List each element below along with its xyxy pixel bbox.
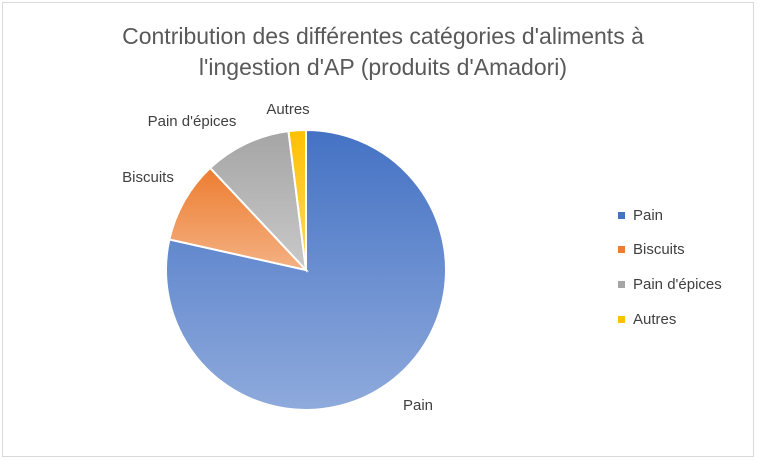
data-label-biscuits: Biscuits (122, 169, 174, 186)
legend-swatch-pain (618, 211, 625, 219)
data-label-pain-d-epices: Pain d'épices (148, 113, 237, 130)
legend-label-autres: Autres (633, 311, 677, 328)
legend-item-pain: Pain (618, 206, 663, 226)
legend-label-pain: Pain (633, 207, 664, 224)
data-label-pain: Pain (403, 397, 433, 414)
chart-title-line-1: Contribution des différentes catégories … (122, 23, 644, 49)
pie-slice-pain (165, 128, 447, 411)
legend-item-pain-d-epices: Pain d'épices (618, 275, 722, 295)
chart-title-line-2: l'ingestion d'AP (produits d'Amadori) (198, 54, 568, 80)
legend-label-pain-d-epices: Pain d'épices (633, 276, 722, 293)
chart-legend: Pain Biscuits Pain d'épices Autres (610, 200, 740, 340)
chart-title: Contribution des différentes catégories … (83, 21, 683, 83)
legend-label-biscuits: Biscuits (633, 241, 685, 258)
legend-item-biscuits: Biscuits (618, 240, 685, 260)
pie-slice-autres (287, 128, 307, 271)
legend-swatch-pain-d-epices (618, 280, 625, 288)
legend-item-autres: Autres (618, 310, 676, 330)
pie-slice-biscuits (168, 166, 309, 272)
pie-slice-pain-d-epices (208, 129, 308, 273)
legend-swatch-autres (618, 315, 625, 323)
legend-swatch-biscuits (618, 245, 625, 253)
data-label-autres: Autres (266, 101, 309, 118)
